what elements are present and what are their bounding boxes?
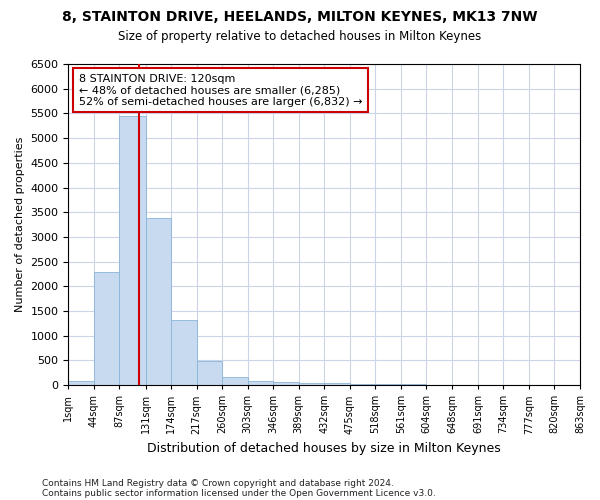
Text: 8 STAINTON DRIVE: 120sqm
← 48% of detached houses are smaller (6,285)
52% of sem: 8 STAINTON DRIVE: 120sqm ← 48% of detach… bbox=[79, 74, 362, 107]
Bar bbox=[324, 384, 350, 385]
Bar bbox=[375, 384, 401, 385]
Bar bbox=[171, 320, 197, 385]
Bar bbox=[273, 382, 299, 385]
Bar bbox=[197, 362, 222, 385]
Text: Size of property relative to detached houses in Milton Keynes: Size of property relative to detached ho… bbox=[118, 30, 482, 43]
Bar bbox=[401, 384, 426, 385]
Text: Contains HM Land Registry data © Crown copyright and database right 2024.: Contains HM Land Registry data © Crown c… bbox=[42, 478, 394, 488]
Bar bbox=[299, 383, 324, 385]
Bar bbox=[146, 218, 171, 385]
Bar bbox=[248, 381, 273, 385]
Bar bbox=[68, 382, 94, 385]
Y-axis label: Number of detached properties: Number of detached properties bbox=[15, 137, 25, 312]
Bar bbox=[350, 384, 375, 385]
Bar bbox=[222, 377, 248, 385]
X-axis label: Distribution of detached houses by size in Milton Keynes: Distribution of detached houses by size … bbox=[148, 442, 501, 455]
Bar bbox=[119, 116, 146, 385]
Bar bbox=[94, 272, 119, 385]
Text: Contains public sector information licensed under the Open Government Licence v3: Contains public sector information licen… bbox=[42, 488, 436, 498]
Text: 8, STAINTON DRIVE, HEELANDS, MILTON KEYNES, MK13 7NW: 8, STAINTON DRIVE, HEELANDS, MILTON KEYN… bbox=[62, 10, 538, 24]
